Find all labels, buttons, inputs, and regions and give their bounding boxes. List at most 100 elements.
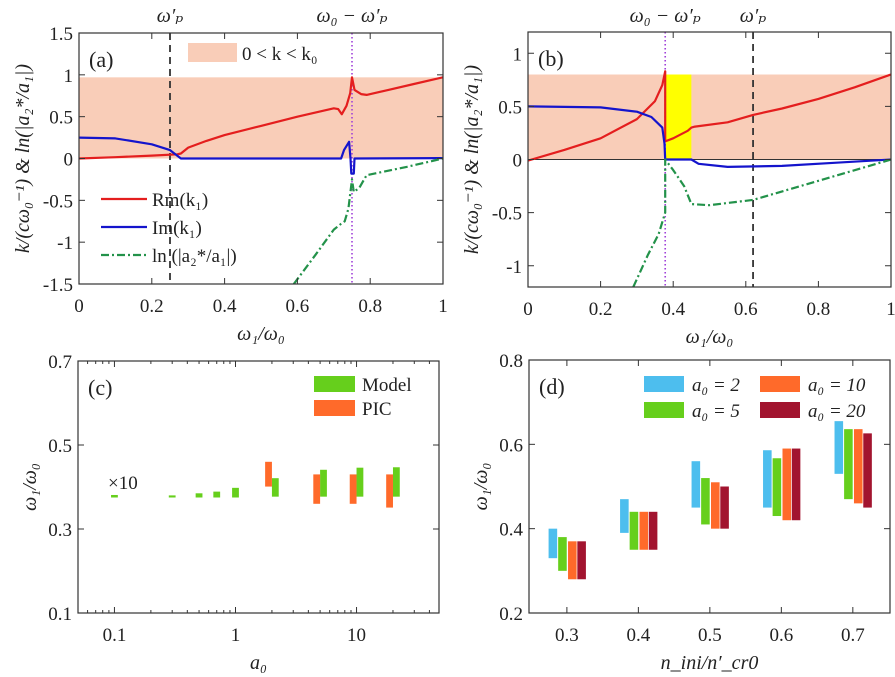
bar-a0-series-3 [648, 511, 658, 550]
x-tick-label: 10 [347, 625, 366, 646]
bar-a0-series-2 [711, 482, 720, 529]
bar-a0-series-3 [720, 486, 729, 529]
bar-pic [313, 474, 321, 504]
bar-model [232, 487, 239, 498]
vline-label: ω₀ − ω′ₚ [316, 5, 387, 27]
panel-b: ω₀ − ω′ₚ ω′ₚ 0 0.2 0.4 0.6 0.8 1 -1 -0.5 0 0.5 1 ω₁/ω… [461, 5, 895, 348]
vline-label: ω′ₚ [157, 5, 184, 27]
bar-a0-series-0 [691, 461, 701, 508]
legend-swatch-a0 [760, 402, 800, 418]
x-axis-label: n_ini/n′_cr0 [661, 652, 759, 674]
bar-model [168, 495, 176, 498]
bar-a0-series-1 [629, 511, 639, 550]
series-line-2 [632, 158, 891, 287]
y-tick-label: 1 [64, 66, 74, 87]
x-tick-label: 0 [523, 299, 533, 320]
bar-model [320, 469, 327, 497]
x-tick-label: 0.7 [841, 625, 865, 646]
x-tick-label: 0.1 [103, 625, 127, 646]
panel-label: (c) [88, 375, 112, 400]
series-line-0 [528, 70, 891, 162]
bar-a0-series-0 [763, 450, 772, 508]
bar-model [195, 493, 203, 498]
bar-a0-series-3 [791, 448, 801, 521]
x-tick-label: 0.4 [626, 625, 650, 646]
bar-a0-series-3 [863, 433, 872, 508]
annotation-x10: ×10 [108, 473, 138, 494]
x-tick-label: 1 [438, 296, 448, 317]
x-tick-label: 1 [231, 625, 241, 646]
y-tick-label: -0.5 [43, 191, 73, 212]
plot-area [79, 33, 443, 284]
y-axis-label: k/(cω₀⁻¹) & ln(|a₂*/a₁|) [461, 65, 483, 254]
y-tick-label: 1.5 [49, 24, 73, 45]
x-tick-label: 0.4 [661, 299, 685, 320]
panel-c: 0.1 1 10 0.1 0.3 0.5 0.7 a₀ ω₁/ω₀ (c) [19, 352, 440, 674]
y-tick-label: 0 [513, 151, 523, 172]
bar-a0-series-1 [558, 537, 567, 571]
y-tick-label: 0.6 [499, 435, 523, 456]
x-axis-label: ω₁/ω₀ [237, 323, 285, 345]
bar-pic [349, 474, 357, 504]
y-axis-label: k/(cω₀⁻¹) & ln(|a₂*/a₁|) [12, 64, 34, 253]
bar-model [392, 467, 400, 497]
plot-area [528, 32, 891, 287]
x-tick-label: 0.8 [807, 299, 831, 320]
bar-a0-series-0 [548, 528, 558, 559]
legend-swatch-model [314, 376, 355, 392]
x-tick-label: 0 [74, 296, 84, 317]
x-tick-label: 1 [886, 299, 895, 320]
y-tick-label: 0.5 [498, 97, 522, 118]
y-tick-label: 0.1 [48, 604, 72, 625]
y-tick-label: 1 [513, 44, 523, 65]
vline-label: ω′ₚ [740, 5, 767, 27]
bar-model [356, 467, 364, 497]
legend-label: a₀ = 10 [808, 375, 866, 396]
legend-swatch-pic [314, 400, 355, 416]
x-tick-label: 0.6 [286, 296, 310, 317]
y-tick-label: 0.8 [499, 351, 523, 372]
bar-model [213, 491, 221, 498]
series-line-2 [292, 157, 443, 284]
y-axis-label: ω₁/ω₀ [19, 463, 41, 511]
bar-a0-series-1 [701, 478, 710, 525]
vline-label: ω₀ − ω′ₚ [630, 5, 701, 27]
y-tick-label: 0 [64, 150, 74, 171]
legend-swatch-a0 [644, 402, 684, 418]
bar-a0-series-1 [844, 429, 853, 500]
legend-swatch-a0 [760, 376, 800, 392]
legend-swatch-a0 [644, 376, 684, 392]
legend-label: ln (|a₂*/a₁|) [152, 246, 237, 267]
y-axis-label: ω₁/ω₀ [470, 463, 492, 511]
y-tick-label: 0.5 [48, 436, 72, 457]
y-tick-label: 0.3 [48, 520, 72, 541]
x-tick-label: 0.6 [734, 299, 758, 320]
bar-a0-series-2 [853, 429, 863, 504]
x-tick-label: 0.8 [358, 296, 382, 317]
x-axis-label: ω₁/ω₀ [686, 326, 734, 348]
y-tick-label: 0.5 [49, 108, 73, 129]
y-tick-label: -1.5 [43, 275, 73, 296]
bar-a0-series-2 [782, 448, 792, 521]
panel-label: (b) [538, 46, 564, 71]
x-tick-label: 0.5 [698, 625, 722, 646]
bar-pic [386, 474, 393, 508]
bar-a0-series-3 [577, 541, 586, 580]
series-line-1 [79, 136, 443, 175]
x-tick-label: 0.2 [140, 296, 164, 317]
bar-a0-series-0 [834, 421, 844, 474]
y-tick-label: -0.5 [492, 204, 522, 225]
bar-a0-series-1 [772, 458, 782, 517]
x-axis-label: a₀ [250, 652, 267, 674]
legend-label: Im(k₁) [152, 218, 202, 239]
panel-a: ω′ₚ ω₀ − ω′ₚ 0 0.2 0.4 0.6 0.8 1 -1.5 -1 -0.5 0 0.5 1… [12, 5, 448, 345]
legend-band-label: 0 < k < k₀ [242, 44, 318, 65]
panel-label: (a) [89, 47, 113, 72]
y-tick-label: 0.2 [499, 604, 523, 625]
axes-frame [77, 360, 440, 614]
series-line-0 [79, 76, 443, 160]
bar-a0-series-2 [568, 541, 577, 580]
y-tick-label: 0.4 [499, 520, 523, 541]
bar-a0-series-0 [620, 499, 629, 533]
x-tick-label: 0.3 [555, 625, 579, 646]
